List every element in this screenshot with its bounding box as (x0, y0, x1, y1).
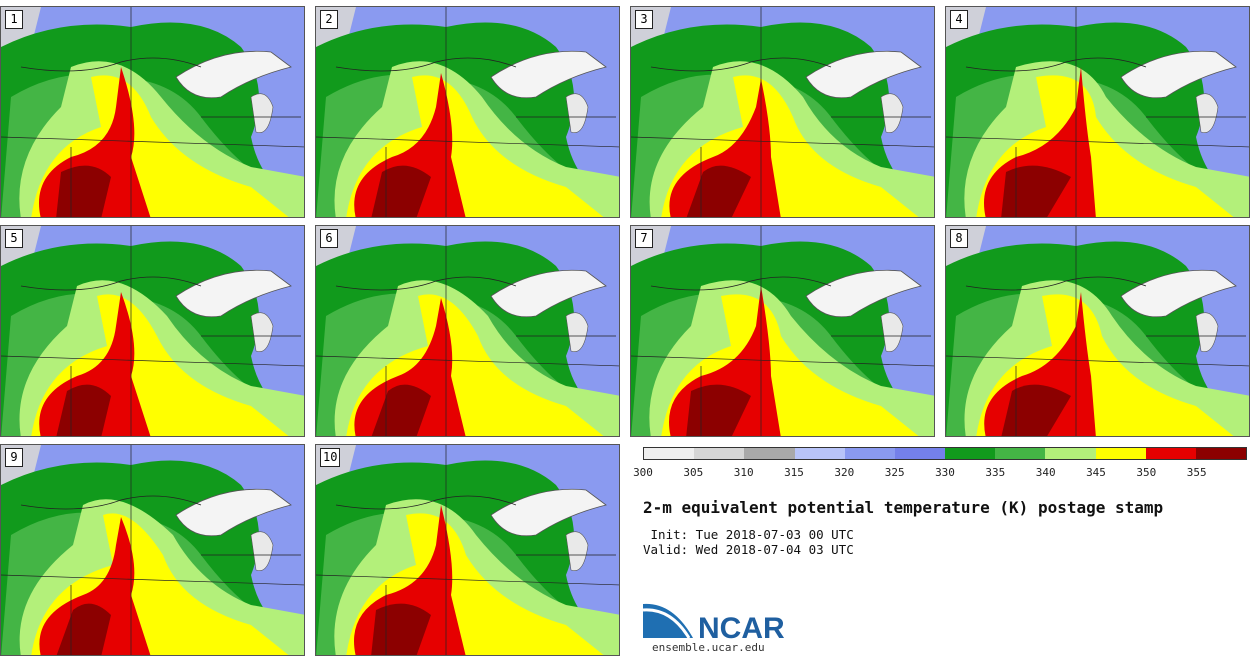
ensemble-member-panel: 7 (630, 225, 935, 437)
colorbar-tick-label: 350 (1136, 466, 1157, 479)
colorbar-segment (794, 448, 845, 459)
member-number: 7 (635, 229, 653, 248)
member-map (1, 226, 304, 436)
ensemble-member-panel: 9 (0, 444, 305, 656)
colorbar-segment (894, 448, 946, 459)
colorbar-tick-label: 335 (985, 466, 1006, 479)
ensemble-member-panel: 5 (0, 225, 305, 437)
member-map (316, 7, 619, 217)
member-map (946, 226, 1249, 436)
colorbar-segment (844, 448, 895, 459)
colorbar-segment (1045, 448, 1096, 459)
colorbar-segment (1195, 448, 1247, 459)
member-map (631, 7, 934, 217)
colorbar-segment (995, 448, 1046, 459)
colorbar-segment (1095, 448, 1146, 459)
member-number: 1 (5, 10, 23, 29)
website-url: ensemble.ucar.edu (652, 641, 765, 654)
valid-time: Valid: Wed 2018-07-04 03 UTC (643, 542, 854, 557)
member-number: 6 (320, 229, 338, 248)
init-time: Init: Tue 2018-07-03 00 UTC (643, 527, 854, 542)
colorbar-tick-label: 320 (834, 466, 855, 479)
chart-title: 2-m equivalent potential temperature (K)… (643, 498, 1164, 517)
colorbar-segment (945, 448, 996, 459)
ncar-logo: NCAR (643, 603, 785, 642)
member-map (631, 226, 934, 436)
colorbar-segment (694, 448, 745, 459)
member-number: 2 (320, 10, 338, 29)
colorbar-tick-label: 300 (633, 466, 653, 479)
ensemble-member-panel: 4 (945, 6, 1250, 218)
colorbar-segment (644, 448, 695, 459)
member-number: 10 (320, 448, 341, 467)
member-number: 4 (950, 10, 968, 29)
ensemble-member-panel: 8 (945, 225, 1250, 437)
colorbar-tick-label: 355 (1186, 466, 1207, 479)
member-number: 5 (5, 229, 23, 248)
colorbar-segment (1145, 448, 1196, 459)
colorbar-segment (744, 448, 795, 459)
member-number: 9 (5, 448, 23, 467)
ensemble-member-panel: 1 (0, 6, 305, 218)
ensemble-member-panel: 2 (315, 6, 620, 218)
member-map (946, 7, 1249, 217)
colorbar-tick-label: 310 (733, 466, 754, 479)
colorbar (643, 447, 1247, 460)
member-map (316, 445, 619, 655)
colorbar-tick-label: 345 (1086, 466, 1106, 479)
member-number: 8 (950, 229, 968, 248)
colorbar-tick-label: 330 (935, 466, 955, 479)
colorbar-tick-label: 315 (784, 466, 804, 479)
colorbar-tick-label: 325 (884, 466, 905, 479)
member-number: 3 (635, 10, 653, 29)
ensemble-member-panel: 6 (315, 225, 620, 437)
ncar-logo-text: NCAR (698, 612, 785, 642)
member-map (1, 7, 304, 217)
member-map (316, 226, 619, 436)
ensemble-member-panel: 10 (315, 444, 620, 656)
ensemble-member-panel: 3 (630, 6, 935, 218)
member-map (1, 445, 304, 655)
colorbar-tick-label: 340 (1035, 466, 1056, 479)
colorbar-tick-label: 305 (683, 466, 704, 479)
